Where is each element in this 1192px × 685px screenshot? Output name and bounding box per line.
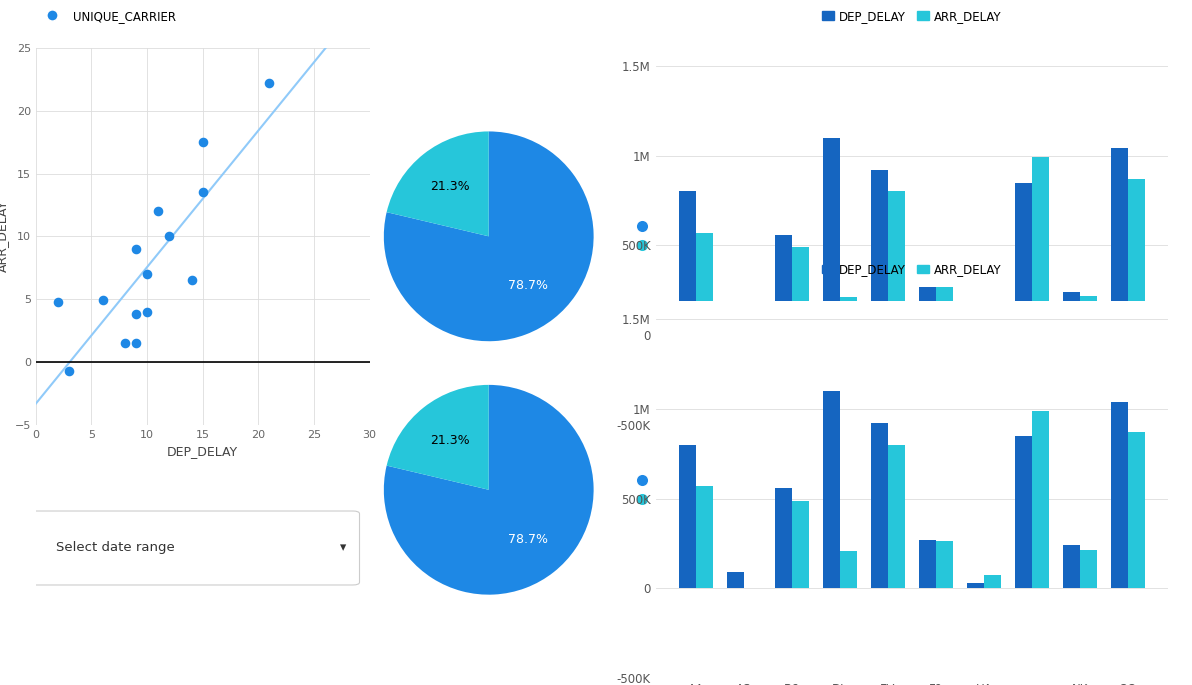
Bar <box>1128 179 1144 335</box>
Wedge shape <box>384 132 594 341</box>
Bar <box>967 583 983 588</box>
Bar <box>822 138 840 335</box>
Bar <box>1111 149 1128 335</box>
Bar <box>1128 432 1144 588</box>
Bar <box>936 288 952 335</box>
Text: 78.7%: 78.7% <box>508 279 548 292</box>
Point <box>149 206 168 216</box>
Bar <box>1016 182 1032 335</box>
Bar <box>967 329 983 335</box>
Point <box>137 306 156 317</box>
Wedge shape <box>386 385 489 490</box>
Point <box>193 136 212 147</box>
Bar <box>727 572 744 588</box>
Bar <box>791 247 808 335</box>
Point <box>160 231 179 242</box>
Bar <box>1032 158 1049 335</box>
Point <box>93 295 112 306</box>
Wedge shape <box>384 385 594 595</box>
Text: ▾: ▾ <box>340 542 346 554</box>
Bar <box>888 445 905 588</box>
Bar <box>679 445 696 588</box>
Point <box>137 269 156 279</box>
Bar <box>791 501 808 588</box>
Bar <box>1111 402 1128 588</box>
Point <box>126 338 145 349</box>
Legend: UNIQUE_CARRIER: UNIQUE_CARRIER <box>35 5 180 27</box>
Point <box>126 243 145 254</box>
Text: Select date range: Select date range <box>56 542 174 554</box>
Legend: DEP_DELAY, ARR_DELAY: DEP_DELAY, ARR_DELAY <box>818 258 1006 281</box>
Point <box>182 275 201 286</box>
Bar <box>871 423 888 588</box>
Bar <box>919 286 936 335</box>
Point <box>116 338 135 349</box>
Bar <box>727 319 744 335</box>
Bar <box>1080 297 1097 335</box>
Point <box>60 365 79 376</box>
X-axis label: DEP_DELAY: DEP_DELAY <box>167 445 238 458</box>
Bar <box>1063 545 1080 588</box>
Bar <box>679 192 696 335</box>
Bar <box>1063 292 1080 335</box>
Bar <box>840 297 857 335</box>
Legend: ON TIME, LATE: ON TIME, LATE <box>626 469 713 510</box>
Bar <box>822 391 840 588</box>
Point <box>126 309 145 320</box>
Text: 78.7%: 78.7% <box>508 533 548 546</box>
Bar <box>983 575 1001 588</box>
Bar <box>696 233 713 335</box>
Bar <box>840 551 857 588</box>
Bar <box>696 486 713 588</box>
Text: 21.3%: 21.3% <box>430 434 470 447</box>
Bar <box>983 321 1001 335</box>
Bar <box>1016 436 1032 588</box>
Legend: ON TIME, LATE: ON TIME, LATE <box>626 216 713 257</box>
Point <box>49 296 68 307</box>
FancyBboxPatch shape <box>29 511 360 585</box>
Y-axis label: ARR_DELAY: ARR_DELAY <box>0 200 10 273</box>
Bar <box>919 540 936 588</box>
Bar <box>775 234 791 335</box>
Point <box>260 77 279 88</box>
Point <box>193 187 212 198</box>
Bar <box>936 541 952 588</box>
Bar <box>1080 550 1097 588</box>
Bar <box>871 170 888 335</box>
Legend: DEP_DELAY, ARR_DELAY: DEP_DELAY, ARR_DELAY <box>818 5 1006 27</box>
Wedge shape <box>386 132 489 236</box>
Bar <box>888 192 905 335</box>
Text: 21.3%: 21.3% <box>430 180 470 193</box>
Bar <box>775 488 791 588</box>
Bar <box>1032 411 1049 588</box>
